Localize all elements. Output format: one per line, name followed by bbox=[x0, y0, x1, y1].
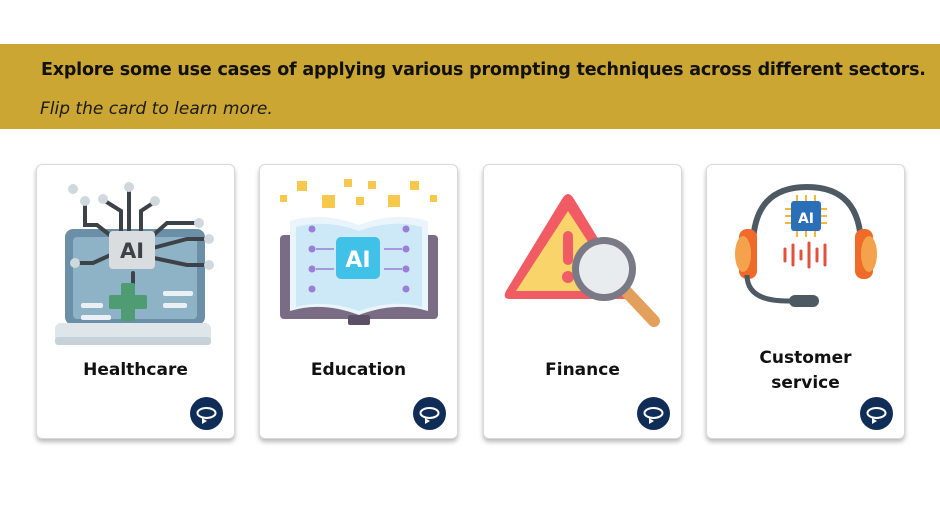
flip-rotate-icon bbox=[196, 407, 217, 424]
card-label-healthcare: Healthcare bbox=[83, 360, 188, 380]
svg-text:AI: AI bbox=[345, 248, 370, 273]
flip-button-healthcare[interactable] bbox=[190, 397, 223, 430]
card-customer-service[interactable]: AI Customer service bbox=[706, 164, 905, 439]
card-healthcare[interactable]: AI Healthcare bbox=[36, 164, 235, 439]
flip-button-customer-service[interactable] bbox=[860, 397, 893, 430]
card-label-customer-service: Customer service bbox=[759, 348, 852, 393]
flip-rotate-icon bbox=[866, 407, 887, 424]
svg-text:AI: AI bbox=[798, 211, 814, 227]
card-label-finance: Finance bbox=[545, 360, 620, 380]
banner-subtitle: Flip the card to learn more. bbox=[40, 99, 273, 119]
card-education[interactable]: AI Education bbox=[259, 164, 458, 439]
card-label-education: Education bbox=[310, 360, 407, 380]
customer-service-ai-headset-icon: AI bbox=[735, 183, 877, 307]
education-ai-book-icon: AI bbox=[280, 179, 438, 325]
flip-rotate-icon bbox=[419, 407, 440, 424]
card-finance[interactable]: Finance bbox=[483, 164, 682, 439]
svg-text:AI: AI bbox=[120, 239, 144, 263]
healthcare-ai-laptop-icon: AI bbox=[55, 182, 214, 345]
flip-rotate-icon bbox=[643, 407, 664, 424]
finance-warning-magnifier-icon bbox=[504, 194, 660, 327]
flip-button-education[interactable] bbox=[413, 397, 446, 430]
flip-button-finance[interactable] bbox=[637, 397, 670, 430]
banner-title: Explore some use cases of applying vario… bbox=[41, 60, 926, 80]
header-banner: Explore some use cases of applying vario… bbox=[0, 44, 940, 129]
